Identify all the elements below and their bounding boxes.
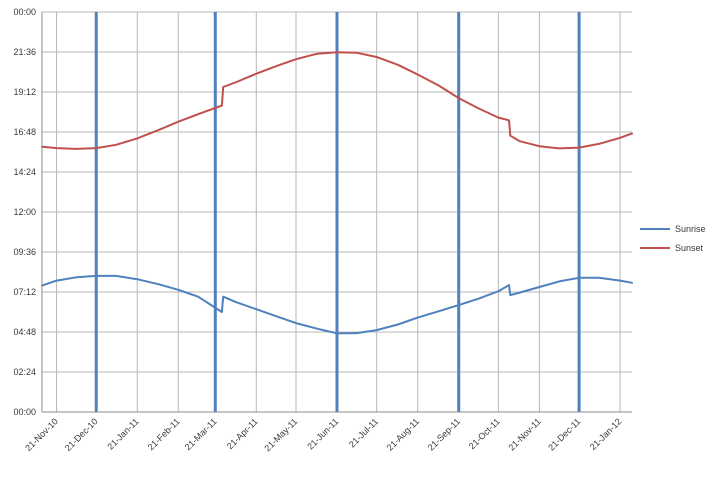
series-layer: [41, 51, 633, 335]
y-tick-label: 00:00: [13, 407, 36, 417]
series-line-sunset: [41, 51, 633, 150]
legend-label-sunset: Sunset: [675, 243, 704, 253]
y-tick-label: 02:24: [13, 367, 36, 377]
legend-label-sunrise: Sunrise: [675, 224, 706, 234]
y-tick-label: 19:12: [13, 87, 36, 97]
y-tick-label: 04:48: [13, 327, 36, 337]
y-tick-label: 00:00: [13, 7, 36, 17]
y-tick-label: 21:36: [13, 47, 36, 57]
y-tick-label: 09:36: [13, 247, 36, 257]
y-tick-label: 12:00: [13, 207, 36, 217]
y-tick-label: 07:12: [13, 287, 36, 297]
legend: Sunrise Sunset: [640, 224, 706, 253]
y-tick-label: 14:24: [13, 167, 36, 177]
vertical-markers: [94, 12, 581, 412]
y-tick-label: 16:48: [13, 127, 36, 137]
series-line-sunrise: [41, 274, 633, 335]
